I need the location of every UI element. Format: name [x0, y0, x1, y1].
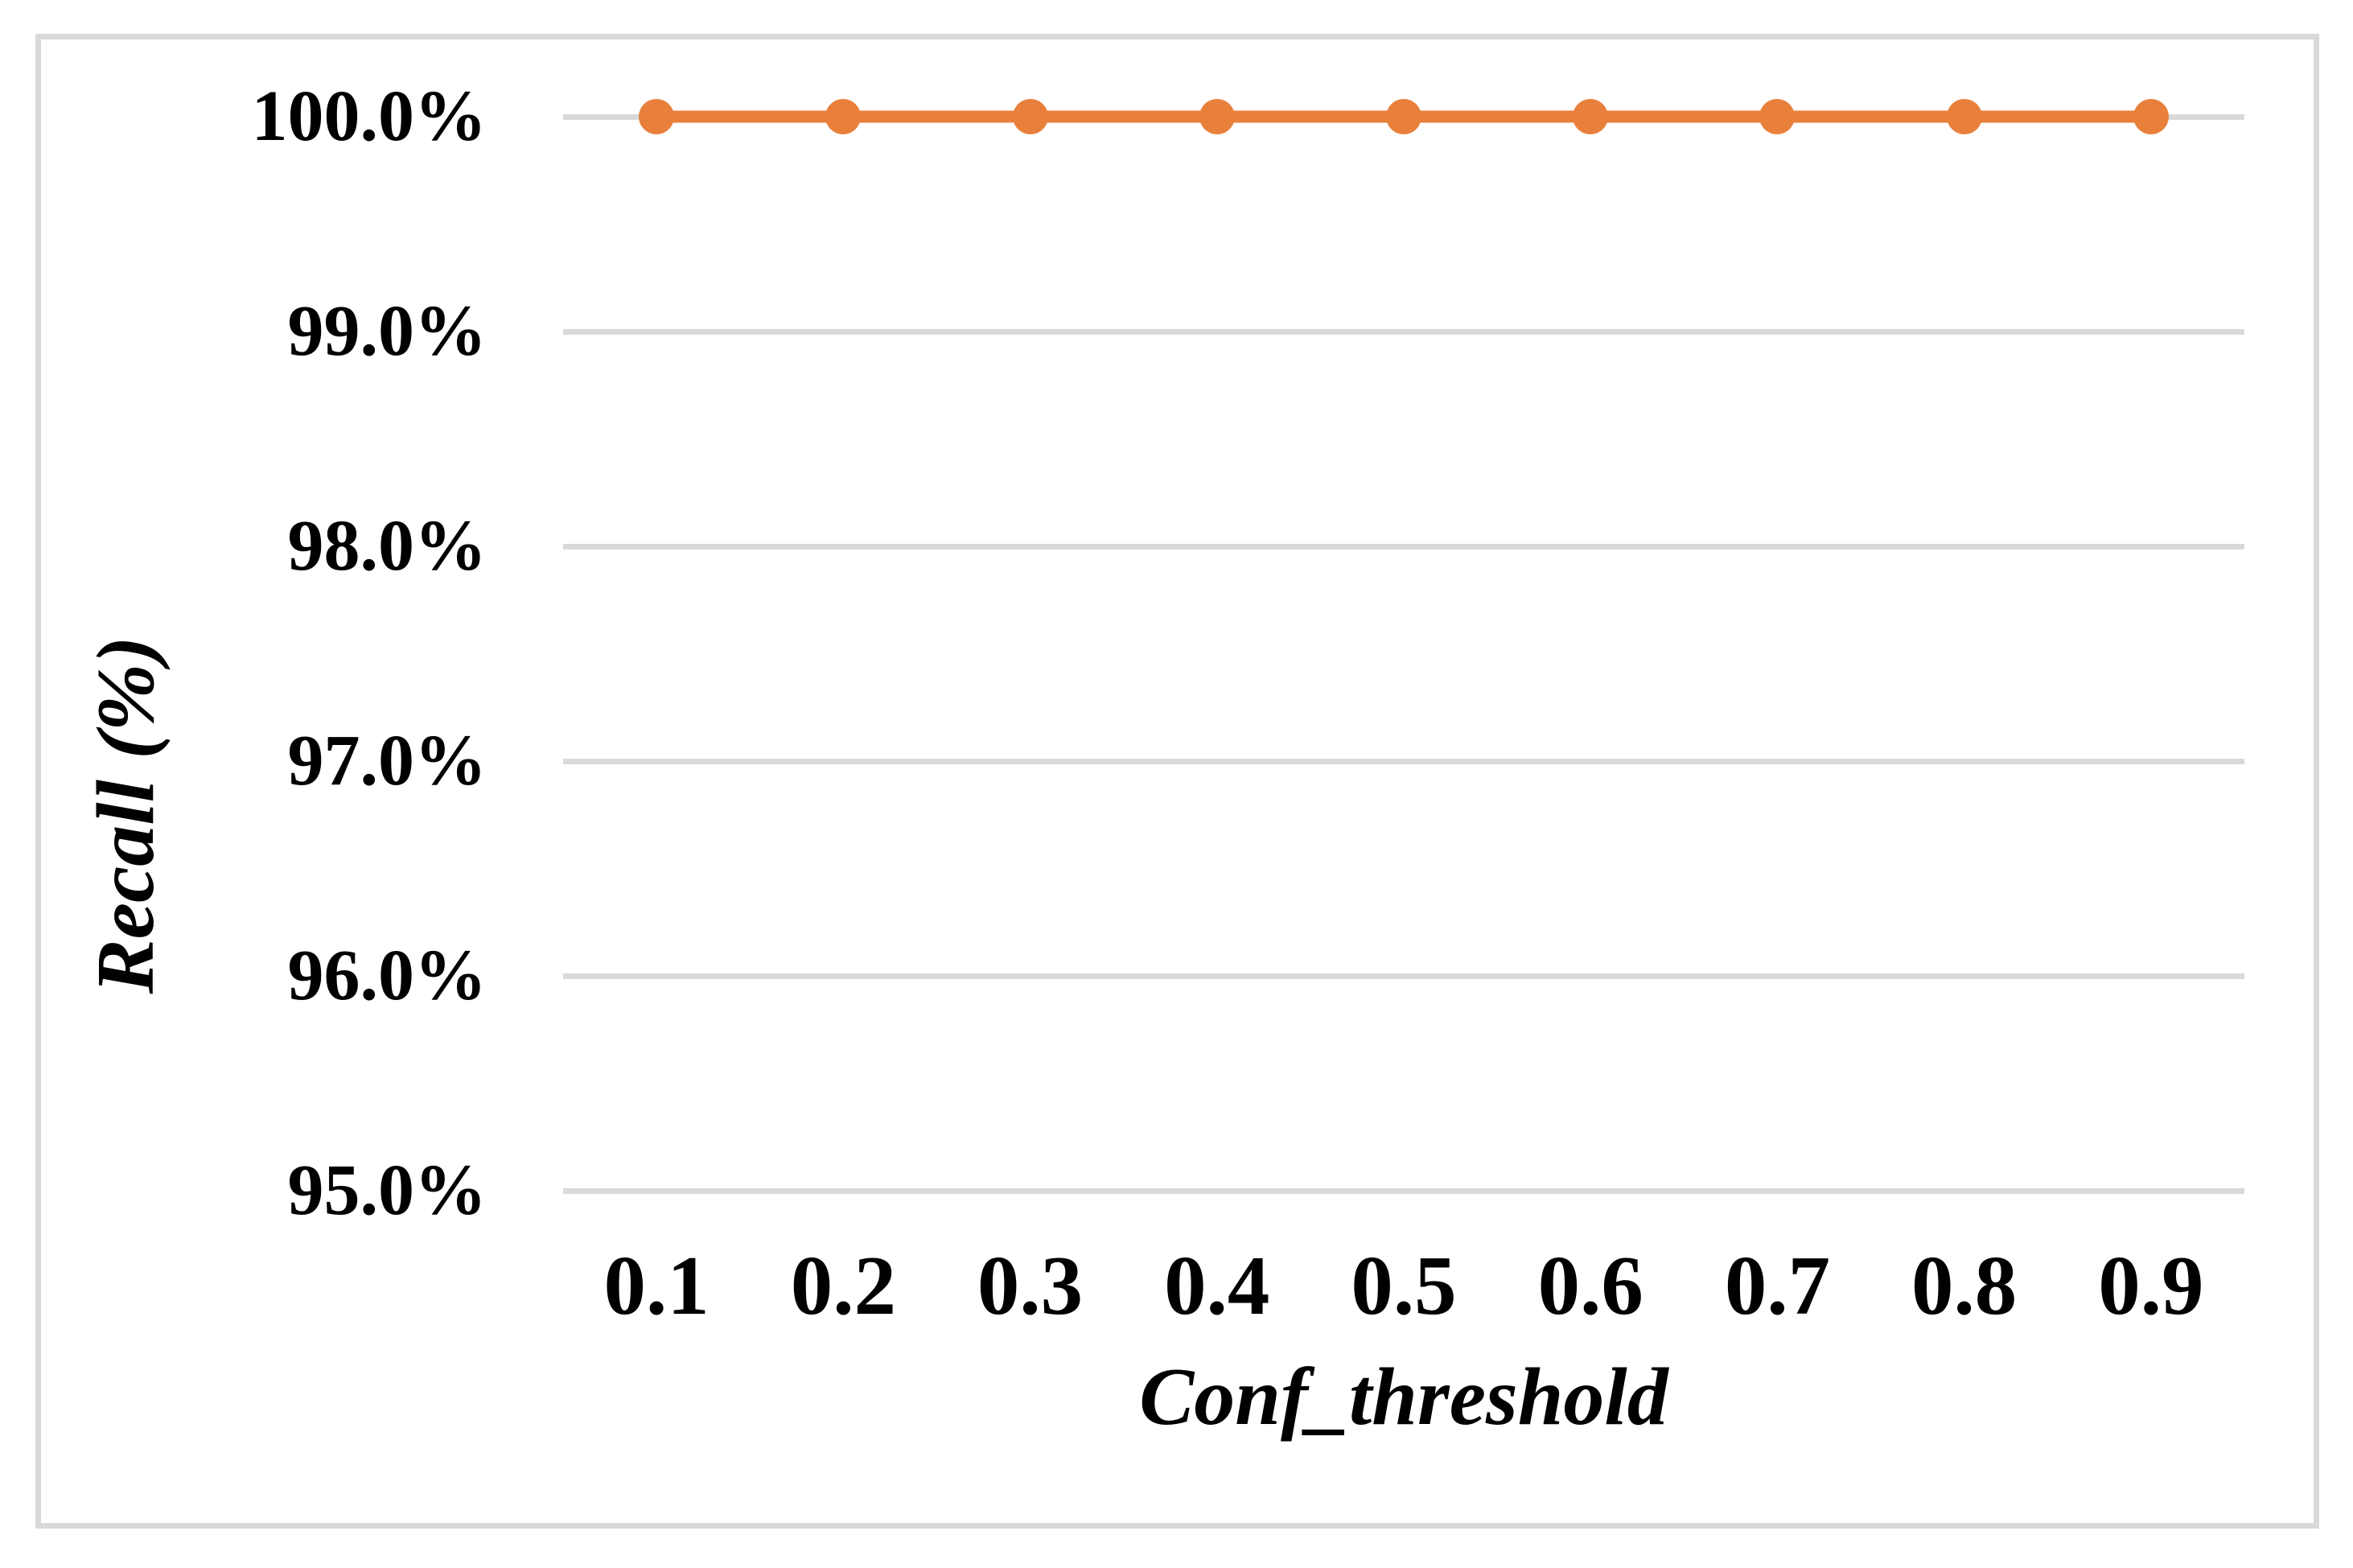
y-tick-label: 98.0% [287, 506, 487, 586]
data-point-marker [1012, 99, 1048, 134]
data-point-marker [825, 99, 862, 134]
recall-series-line [650, 110, 2158, 123]
x-tick-label: 0.9 [2098, 1238, 2204, 1332]
y-tick-label: 96.0% [287, 936, 487, 1015]
data-point-marker [1386, 99, 1421, 134]
data-point-marker [2133, 99, 2169, 134]
x-tick-label: 0.7 [1724, 1238, 1831, 1332]
y-tick-label: 95.0% [287, 1150, 487, 1230]
data-point-marker [1199, 99, 1235, 134]
data-point-marker [1946, 99, 1982, 134]
gridline [563, 543, 2244, 549]
gridline [563, 1187, 2244, 1194]
data-point-marker [1573, 99, 1609, 134]
data-point-marker [639, 99, 675, 134]
x-tick-label: 0.1 [603, 1238, 710, 1332]
data-point-marker [1759, 99, 1796, 134]
chart-outer-border [35, 34, 2319, 1529]
x-tick-label: 0.6 [1537, 1238, 1643, 1332]
x-axis-title: Conf_threshold [1139, 1352, 1668, 1442]
gridline [563, 328, 2244, 335]
y-axis-tick-labels: 100.0% 99.0% 98.0% 97.0% 96.0% 95.0% [0, 76, 487, 1230]
gridline [563, 973, 2244, 979]
x-tick-label: 0.2 [790, 1238, 896, 1332]
y-tick-label: 99.0% [287, 291, 487, 371]
y-tick-label: 100.0% [251, 76, 487, 156]
gridline [563, 758, 2244, 764]
x-tick-label: 0.5 [1351, 1238, 1457, 1332]
x-tick-label: 0.8 [1911, 1238, 2018, 1332]
x-axis-tick-labels: 0.1 0.2 0.3 0.4 0.5 0.6 0.7 0.8 0.9 [563, 1243, 2244, 1331]
y-tick-label: 97.0% [287, 721, 487, 800]
plot-area [563, 99, 2244, 1194]
x-tick-label: 0.3 [977, 1238, 1084, 1332]
x-tick-label: 0.4 [1164, 1238, 1270, 1332]
